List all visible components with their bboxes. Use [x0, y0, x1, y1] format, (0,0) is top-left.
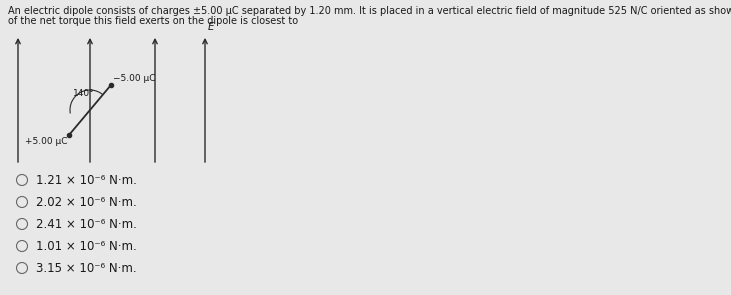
Text: 2.41 × 10⁻⁶ N·m.: 2.41 × 10⁻⁶ N·m. [36, 217, 137, 230]
Text: +5.00 μC: +5.00 μC [25, 137, 67, 146]
Text: −5.00 μC: −5.00 μC [113, 74, 156, 83]
Text: 1.21 × 10⁻⁶ N·m.: 1.21 × 10⁻⁶ N·m. [36, 173, 137, 186]
Text: An electric dipole consists of charges ±5.00 μC separated by 1.20 mm. It is plac: An electric dipole consists of charges ±… [8, 6, 731, 16]
Text: of the net torque this field exerts on the dipole is closest to: of the net torque this field exerts on t… [8, 16, 298, 26]
Text: 140°: 140° [73, 89, 95, 98]
Text: E: E [208, 22, 214, 32]
Text: 2.02 × 10⁻⁶ N·m.: 2.02 × 10⁻⁶ N·m. [36, 196, 137, 209]
Text: 1.01 × 10⁻⁶ N·m.: 1.01 × 10⁻⁶ N·m. [36, 240, 137, 253]
Text: 3.15 × 10⁻⁶ N·m.: 3.15 × 10⁻⁶ N·m. [36, 261, 137, 275]
